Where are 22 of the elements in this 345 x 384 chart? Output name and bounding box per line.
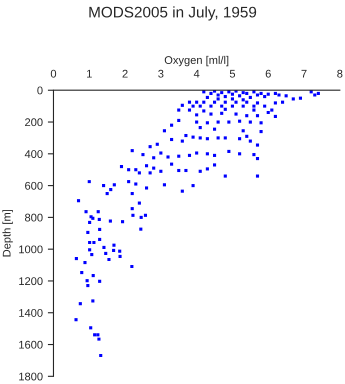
y-tick-label: 600: [25, 182, 43, 190]
x-tick-label: 2: [122, 70, 128, 78]
y-tick-label: 1800: [19, 372, 43, 380]
y-tick-label: 200: [25, 118, 43, 126]
x-tick-label: 6: [266, 70, 271, 78]
y-tick-label: 1400: [19, 309, 43, 317]
chart-title: MODS2005 in July, 1959: [89, 6, 256, 21]
y-tick-label: 1600: [19, 340, 43, 349]
y-tick-label: 1200: [19, 277, 43, 286]
y-tick-label: 400: [24, 150, 43, 158]
x-tick-label: 3: [158, 70, 164, 78]
y-tick-label: 1000: [19, 245, 43, 254]
y-axis-title: Depth [m]: [2, 210, 13, 256]
x-tick-label: 0: [50, 70, 56, 78]
y-tick-label: 0: [37, 86, 43, 94]
x-axis-title: Oxygen [ml/l]: [164, 56, 228, 66]
x-tick-label: 8: [337, 70, 342, 78]
x-tick-label: 5: [230, 70, 236, 78]
y-tick-label: 800: [25, 214, 43, 222]
x-tick-label: 1: [87, 70, 92, 78]
x-tick-label: 4: [194, 70, 200, 78]
x-tick-label: 7: [302, 70, 307, 78]
